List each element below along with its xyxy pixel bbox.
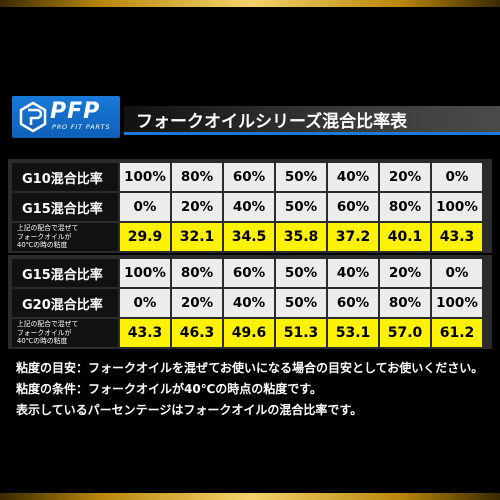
viscosity-label-line: 40℃の時の粘度	[17, 337, 68, 346]
header: PFP PRO FIT PARTS フォークオイルシリーズ混合比率表	[0, 78, 500, 140]
pfp-logo-icon	[19, 101, 47, 133]
ratio-cell: 80%	[172, 259, 222, 287]
viscosity-row: 上記の配合で混ぜて フォークオイルが 40℃の時の粘度 29.9 32.1 34…	[12, 223, 488, 251]
ratio-cell: 100%	[432, 193, 482, 221]
ratio-cell: 100%	[432, 289, 482, 317]
viscosity-label-line: フォークオイルが	[17, 232, 72, 241]
ratio-cell: 0%	[120, 193, 170, 221]
table-row: G10混合比率 100% 80% 60% 50% 40% 20% 0%	[12, 163, 488, 191]
viscosity-cell: 34.5	[224, 223, 274, 251]
ratio-cell: 0%	[432, 163, 482, 191]
gold-border-bottom	[0, 493, 500, 500]
viscosity-cell: 53.1	[328, 319, 378, 347]
title-band: フォークオイルシリーズ混合比率表	[124, 106, 500, 135]
viscosity-label-line: 40℃の時の粘度	[17, 241, 68, 250]
row-label: G20混合比率	[12, 289, 118, 317]
mix-table-g10-g15: G10混合比率 100% 80% 60% 50% 40% 20% 0% G15混…	[8, 159, 492, 253]
ratio-cell: 0%	[120, 289, 170, 317]
viscosity-cell: 37.2	[328, 223, 378, 251]
ratio-cell: 60%	[224, 163, 274, 191]
gold-border-top	[0, 0, 500, 7]
note-line: 粘度の目安：フォークオイルを混ぜてお使いになる場合の目安としてお使いください。	[16, 361, 484, 375]
ratio-cell: 40%	[224, 289, 274, 317]
viscosity-cell: 35.8	[276, 223, 326, 251]
ratio-cell: 80%	[380, 289, 430, 317]
table-row: G15混合比率 0% 20% 40% 50% 60% 80% 100%	[12, 193, 488, 221]
viscosity-cell: 32.1	[172, 223, 222, 251]
ratio-cell: 100%	[120, 259, 170, 287]
viscosity-cell: 46.3	[172, 319, 222, 347]
ratio-cell: 50%	[276, 289, 326, 317]
viscosity-cell: 51.3	[276, 319, 326, 347]
viscosity-cell: 61.2	[432, 319, 482, 347]
viscosity-cell: 29.9	[120, 223, 170, 251]
viscosity-label-line: 上記の配合で混ぜて	[17, 320, 79, 329]
viscosity-cell: 40.1	[380, 223, 430, 251]
viscosity-cell: 43.3	[120, 319, 170, 347]
ratio-cell: 80%	[172, 163, 222, 191]
viscosity-cell: 43.3	[432, 223, 482, 251]
ratio-cell: 50%	[276, 259, 326, 287]
ratio-cell: 80%	[380, 193, 430, 221]
ratio-cell: 60%	[328, 289, 378, 317]
ratio-cell: 60%	[328, 193, 378, 221]
notes: 粘度の目安：フォークオイルを混ぜてお使いになる場合の目安としてお使いください。 …	[16, 358, 492, 421]
note-line: 表示しているパーセンテージはフォークオイルの混合比率です。	[16, 403, 363, 417]
ratio-cell: 20%	[172, 289, 222, 317]
ratio-cell: 50%	[276, 193, 326, 221]
viscosity-cell: 57.0	[380, 319, 430, 347]
row-label: G15混合比率	[12, 193, 118, 221]
ratio-cell: 0%	[432, 259, 482, 287]
viscosity-label-line: フォークオイルが	[17, 328, 72, 337]
logo-subtitle: PRO FIT PARTS	[52, 123, 111, 131]
viscosity-label: 上記の配合で混ぜて フォークオイルが 40℃の時の粘度	[12, 223, 118, 251]
table-row: G15混合比率 100% 80% 60% 50% 40% 20% 0%	[12, 259, 488, 287]
ratio-cell: 20%	[172, 193, 222, 221]
mix-table-g15-g20: G15混合比率 100% 80% 60% 50% 40% 20% 0% G20混…	[8, 255, 492, 349]
logo-text: PFP	[50, 99, 101, 124]
ratio-cell: 40%	[328, 163, 378, 191]
pfp-logo: PFP PRO FIT PARTS	[12, 96, 120, 138]
row-label: G15混合比率	[12, 259, 118, 287]
ratio-cell: 100%	[120, 163, 170, 191]
ratio-cell: 40%	[224, 193, 274, 221]
note-line: 粘度の条件：フォークオイルが40℃の時点の粘度です。	[16, 382, 323, 396]
viscosity-label: 上記の配合で混ぜて フォークオイルが 40℃の時の粘度	[12, 319, 118, 347]
table-row: G20混合比率 0% 20% 40% 50% 60% 80% 100%	[12, 289, 488, 317]
page-title: フォークオイルシリーズ混合比率表	[136, 112, 408, 132]
row-label: G10混合比率	[12, 163, 118, 191]
ratio-cell: 60%	[224, 259, 274, 287]
ratio-cell: 40%	[328, 259, 378, 287]
ratio-cell: 50%	[276, 163, 326, 191]
viscosity-row: 上記の配合で混ぜて フォークオイルが 40℃の時の粘度 43.3 46.3 49…	[12, 319, 488, 347]
ratio-cell: 20%	[380, 163, 430, 191]
viscosity-cell: 49.6	[224, 319, 274, 347]
ratio-cell: 20%	[380, 259, 430, 287]
viscosity-label-line: 上記の配合で混ぜて	[17, 224, 79, 233]
